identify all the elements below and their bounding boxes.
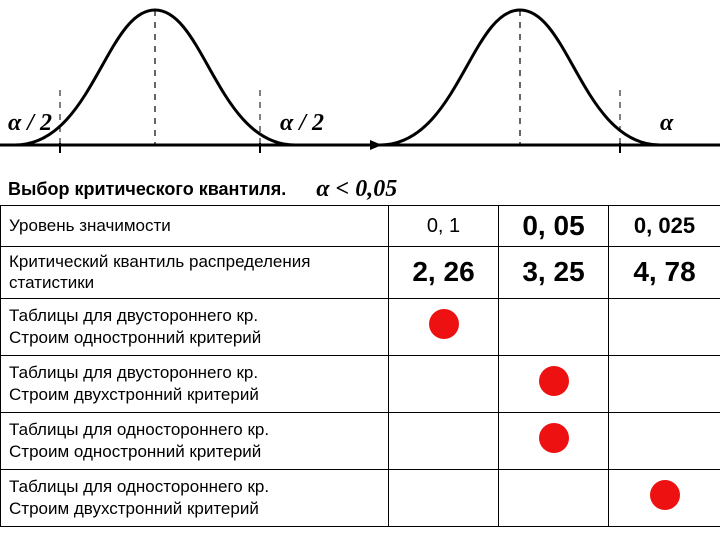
row-label: Критический квантиль распределения стати… [1, 247, 389, 299]
quantile-table: Уровень значимости0, 10, 050, 025Критиче… [0, 205, 720, 527]
value-cell [609, 412, 720, 469]
value-cell [499, 412, 609, 469]
table-row: Таблицы для двустороннего кр.Строим двух… [1, 355, 720, 412]
distribution-chart: α / 2 α / 2 α [0, 0, 720, 170]
chart-svg [0, 0, 720, 170]
value-cell [389, 469, 499, 526]
value-cell: 0, 025 [609, 206, 720, 247]
table-row: Таблицы для одностороннего кр.Строим одн… [1, 412, 720, 469]
row-label: Таблицы для двустороннего кр.Строим двух… [1, 355, 389, 412]
chart-label: α / 2 [8, 110, 52, 137]
marker-dot [539, 366, 569, 396]
value-cell [389, 355, 499, 412]
value-cell [389, 412, 499, 469]
value-cell [499, 469, 609, 526]
table-row: Таблицы для двустороннего кр.Строим одно… [1, 298, 720, 355]
value-cell: 0, 1 [389, 206, 499, 247]
table-row: Критический квантиль распределения стати… [1, 247, 720, 299]
alpha-expression: α < 0,05 [316, 176, 397, 203]
value-cell [499, 298, 609, 355]
value-cell: 0, 05 [499, 206, 609, 247]
value-cell [499, 355, 609, 412]
marker-dot [650, 480, 680, 510]
row-label: Таблицы для двустороннего кр.Строим одно… [1, 298, 389, 355]
value-cell: 2, 26 [389, 247, 499, 299]
chart-label: α / 2 [280, 110, 324, 137]
table-row: Уровень значимости0, 10, 050, 025 [1, 206, 720, 247]
row-label: Таблицы для одностороннего кр.Строим одн… [1, 412, 389, 469]
value-cell [389, 298, 499, 355]
value-cell: 4, 78 [609, 247, 720, 299]
value-cell [609, 469, 720, 526]
value-cell: 3, 25 [499, 247, 609, 299]
heading-row: Выбор критического квантиля. α < 0,05 [0, 170, 720, 205]
chart-label: α [660, 110, 673, 137]
row-label: Таблицы для одностороннего кр.Строим дву… [1, 469, 389, 526]
row-label: Уровень значимости [1, 206, 389, 247]
value-cell [609, 355, 720, 412]
table-row: Таблицы для одностороннего кр.Строим дву… [1, 469, 720, 526]
heading-title: Выбор критического квантиля. [8, 179, 286, 200]
value-cell [609, 298, 720, 355]
marker-dot [539, 423, 569, 453]
marker-dot [429, 309, 459, 339]
